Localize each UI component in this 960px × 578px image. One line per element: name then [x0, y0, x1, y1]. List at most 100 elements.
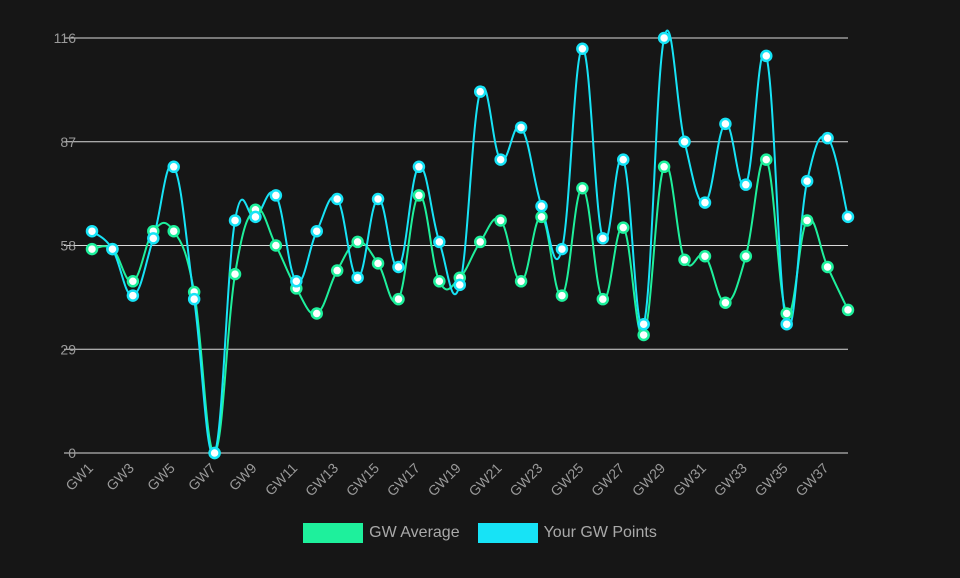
data-point-gw-average[interactable] [841, 303, 855, 317]
data-point-your-gw-points[interactable] [126, 289, 140, 302]
data-point-gw-average[interactable] [412, 189, 426, 202]
data-point-gw-average[interactable] [800, 214, 814, 227]
data-point-your-gw-points[interactable] [290, 275, 303, 288]
data-point-your-gw-points[interactable] [85, 224, 99, 238]
x-tick-label: GW21 [465, 460, 505, 500]
y-axis-ticks: 0 29 58 87 116 [54, 30, 77, 461]
data-point-your-gw-points[interactable] [576, 42, 589, 55]
data-point-your-gw-points[interactable] [657, 31, 671, 45]
x-tick-label: GW15 [343, 460, 383, 500]
x-tick-label: GW37 [792, 460, 832, 500]
data-point-your-gw-points[interactable] [739, 178, 753, 191]
data-point-gw-average[interactable] [678, 253, 691, 267]
data-point-gw-average[interactable] [269, 239, 283, 252]
x-tick-label: GW31 [670, 460, 710, 500]
x-tick-label: GW13 [302, 460, 342, 500]
data-point-your-gw-points[interactable] [821, 131, 834, 145]
data-point-gw-average[interactable] [698, 249, 712, 263]
x-tick-label: GW25 [547, 460, 587, 500]
data-point-your-gw-points[interactable] [535, 199, 548, 213]
data-point-gw-average[interactable] [555, 289, 569, 302]
data-point-gw-average[interactable] [330, 264, 344, 277]
data-point-gw-average[interactable] [719, 296, 732, 309]
x-tick-label: GW17 [384, 460, 424, 500]
data-point-your-gw-points[interactable] [249, 210, 262, 224]
data-point-your-gw-points[interactable] [760, 49, 773, 63]
x-tick-label: GW11 [262, 460, 301, 499]
legend-item-gw-average[interactable]: GW Average [303, 523, 460, 543]
data-point-your-gw-points[interactable] [453, 278, 467, 292]
data-point-your-gw-points[interactable] [208, 446, 221, 460]
data-point-gw-average[interactable] [821, 260, 834, 274]
y-tick-label: 0 [68, 445, 76, 461]
data-point-your-gw-points[interactable] [514, 121, 528, 134]
data-point-your-gw-points[interactable] [187, 292, 201, 306]
data-point-gw-average[interactable] [228, 267, 242, 281]
data-point-your-gw-points[interactable] [412, 160, 426, 174]
x-tick-label: GW5 [144, 460, 178, 494]
legend-label-gw-average: GW Average [369, 524, 460, 541]
data-point-gw-average[interactable] [351, 235, 364, 249]
data-point-your-gw-points[interactable] [780, 317, 793, 331]
data-point-gw-average[interactable] [494, 214, 507, 227]
data-point-your-gw-points[interactable] [310, 224, 324, 238]
data-point-gw-average[interactable] [433, 275, 446, 288]
data-point-your-gw-points[interactable] [596, 232, 610, 245]
data-point-your-gw-points[interactable] [698, 196, 712, 209]
grid-lines [64, 37, 848, 454]
data-point-gw-average[interactable] [392, 292, 405, 306]
data-point-your-gw-points[interactable] [330, 192, 344, 206]
data-point-gw-average[interactable] [760, 153, 773, 166]
x-tick-label: GW27 [588, 460, 628, 500]
data-point-your-gw-points[interactable] [269, 189, 283, 202]
data-point-gw-average[interactable] [596, 292, 610, 306]
x-tick-label: GW35 [751, 460, 791, 500]
series-points [85, 31, 855, 460]
data-point-your-gw-points[interactable] [167, 160, 180, 174]
data-point-gw-average[interactable] [473, 235, 487, 249]
data-point-your-gw-points[interactable] [841, 210, 855, 224]
data-point-gw-average[interactable] [739, 249, 753, 263]
x-tick-label: GW7 [185, 460, 219, 494]
data-point-your-gw-points[interactable] [555, 242, 569, 256]
x-tick-label: GW3 [103, 460, 137, 494]
data-point-your-gw-points[interactable] [147, 232, 160, 245]
data-point-gw-average[interactable] [514, 275, 528, 288]
data-point-your-gw-points[interactable] [106, 242, 119, 256]
data-point-gw-average[interactable] [167, 224, 180, 238]
data-point-your-gw-points[interactable] [228, 214, 242, 227]
data-point-your-gw-points[interactable] [371, 192, 385, 206]
data-point-gw-average[interactable] [637, 328, 650, 342]
data-point-your-gw-points[interactable] [678, 135, 691, 148]
series-lines [91, 29, 849, 456]
data-point-gw-average[interactable] [576, 182, 589, 195]
data-point-gw-average[interactable] [371, 257, 385, 270]
data-point-gw-average[interactable] [780, 307, 793, 320]
data-point-your-gw-points[interactable] [351, 271, 364, 284]
y-tick-label: 116 [54, 30, 77, 46]
data-point-your-gw-points[interactable] [637, 317, 650, 331]
data-point-your-gw-points[interactable] [616, 153, 630, 166]
legend-item-your-gw-points[interactable]: Your GW Points [477, 523, 657, 543]
data-point-gw-average[interactable] [535, 210, 548, 224]
data-point-gw-average[interactable] [657, 160, 671, 174]
data-point-gw-average[interactable] [616, 221, 630, 234]
legend: GW Average Your GW Points [0, 520, 960, 546]
x-tick-label: GW29 [629, 460, 669, 500]
x-tick-label: GW23 [506, 460, 546, 500]
data-point-gw-average[interactable] [126, 275, 140, 288]
data-point-your-gw-points[interactable] [494, 153, 507, 166]
data-point-your-gw-points[interactable] [392, 260, 405, 274]
data-point-gw-average[interactable] [85, 242, 99, 256]
x-tick-label: GW33 [711, 460, 751, 500]
legend-label-your-gw-points: Your GW Points [543, 524, 657, 541]
legend-swatch-your-gw-points [477, 523, 538, 543]
data-point-gw-average[interactable] [310, 307, 324, 320]
data-point-your-gw-points[interactable] [433, 235, 446, 249]
data-point-your-gw-points[interactable] [719, 117, 732, 131]
data-point-your-gw-points[interactable] [473, 85, 487, 98]
data-point-your-gw-points[interactable] [800, 174, 814, 188]
y-tick-label: 29 [60, 341, 76, 357]
